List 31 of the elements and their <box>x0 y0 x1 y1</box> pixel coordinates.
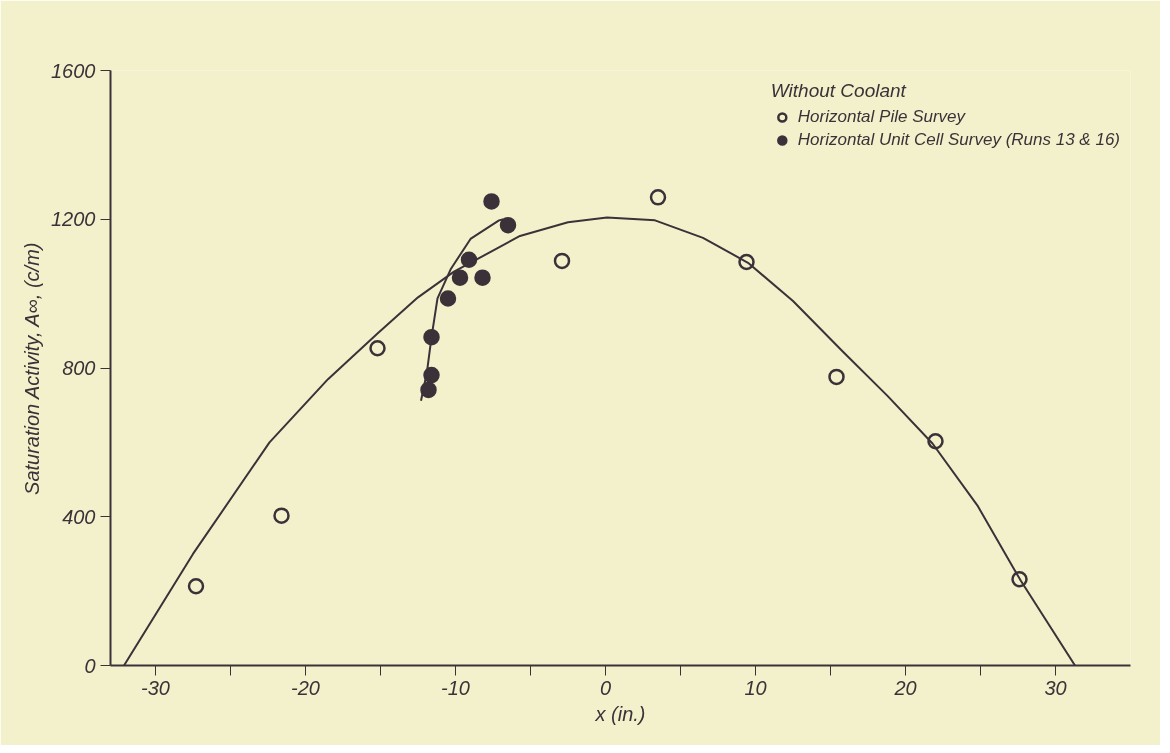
point <box>273 507 290 524</box>
point <box>474 269 491 286</box>
x-tick-label: 30 <box>1044 676 1067 699</box>
y-tick-label: 400 <box>62 505 96 528</box>
point <box>738 253 755 271</box>
point <box>553 252 571 270</box>
x-tick-label: -30 <box>141 676 170 699</box>
point <box>187 578 205 595</box>
y-tick-label: 1200 <box>51 208 96 231</box>
point <box>439 290 457 307</box>
point <box>369 340 386 357</box>
y-tick-label: 800 <box>62 357 96 379</box>
point <box>649 189 667 206</box>
point <box>927 433 944 450</box>
x-tick-label: -10 <box>441 676 470 699</box>
x-tick-label: 0 <box>599 676 612 699</box>
legend-title: Without Coolant <box>770 80 908 102</box>
point <box>499 216 517 234</box>
legend-label: Horizontal Pile Survey <box>797 107 966 127</box>
y-tick-label: 1600 <box>51 59 96 82</box>
legend-label: Horizontal Unit Cell Survey (Runs 13 & 16) <box>797 130 1120 150</box>
x-tick-label: 10 <box>744 676 767 699</box>
point <box>483 193 500 210</box>
point <box>451 269 469 286</box>
point <box>1011 570 1028 588</box>
x-axis-title: x (in.) <box>594 702 646 725</box>
point <box>828 368 845 386</box>
x-tick-label: -20 <box>291 676 320 699</box>
y-tick-label: 0 <box>84 654 96 677</box>
y-axis-title: Saturation Activity, A∞, (c/m) <box>21 242 44 495</box>
x-tick-label: 20 <box>893 676 917 699</box>
